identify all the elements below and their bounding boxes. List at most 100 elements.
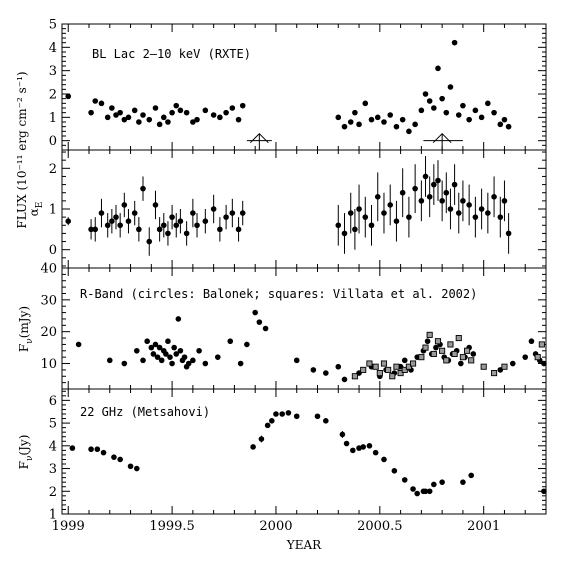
data-point <box>262 325 269 332</box>
data-point <box>152 105 159 111</box>
data-point-square <box>401 366 408 373</box>
data-point <box>156 121 163 128</box>
data-point <box>202 107 209 114</box>
panel-frame-xray <box>61 23 547 151</box>
data-point <box>347 119 354 125</box>
data-point <box>104 222 111 229</box>
data-point <box>323 370 329 376</box>
data-point <box>414 490 421 497</box>
data-point <box>393 218 400 225</box>
data-point <box>229 105 236 111</box>
data-point-square <box>538 341 545 348</box>
data-point <box>387 202 394 208</box>
y-tick-label: 20 <box>40 325 57 340</box>
data-point <box>133 347 140 354</box>
data-point <box>447 206 454 212</box>
data-point <box>356 206 362 212</box>
x-tick-label: 2001 <box>467 519 500 534</box>
data-point <box>431 181 437 188</box>
data-point <box>431 105 437 111</box>
data-point <box>169 109 175 116</box>
data-point <box>210 112 217 118</box>
data-point <box>131 210 138 216</box>
data-point <box>368 222 375 229</box>
y-tick-label: 4 <box>49 439 57 454</box>
data-point <box>156 226 163 233</box>
data-point <box>352 226 358 233</box>
data-point <box>94 446 101 453</box>
data-point <box>350 447 356 454</box>
data-point <box>133 465 140 472</box>
data-point <box>239 102 246 109</box>
data-point <box>439 479 445 485</box>
data-point <box>194 222 200 229</box>
data-point <box>426 193 433 200</box>
data-point <box>279 411 285 417</box>
data-point <box>412 185 418 192</box>
data-point <box>121 202 128 208</box>
y-tick-label: 4 <box>49 41 57 56</box>
data-point <box>175 316 182 322</box>
data-marks <box>65 39 547 497</box>
data-point <box>410 486 416 492</box>
data-point <box>69 445 76 451</box>
data-point <box>341 230 348 237</box>
data-point <box>497 121 504 128</box>
data-point-square <box>459 354 466 361</box>
data-point <box>412 121 418 128</box>
alpha-subscript: E <box>35 202 45 209</box>
data-point <box>173 351 180 357</box>
data-point <box>406 214 412 220</box>
data-point <box>125 114 132 121</box>
data-point <box>148 344 155 351</box>
data-point <box>160 114 167 121</box>
data-point <box>125 218 132 225</box>
data-point <box>343 440 350 447</box>
data-point <box>98 100 105 107</box>
data-point <box>202 360 209 367</box>
y-axis-title-radio: Fν(Jy) <box>17 435 35 470</box>
data-point-square <box>405 363 412 370</box>
data-point <box>422 173 429 180</box>
data-point <box>381 456 387 463</box>
y-tick-label: 0 <box>49 243 57 258</box>
data-point <box>210 206 217 212</box>
data-point <box>439 198 445 204</box>
y-tick-label: 0 <box>49 134 57 149</box>
data-point <box>433 344 439 351</box>
data-point <box>451 181 458 188</box>
data-point <box>285 410 292 416</box>
data-point <box>418 198 425 204</box>
data-point <box>165 338 171 345</box>
data-point <box>491 109 497 116</box>
data-point <box>154 354 161 360</box>
data-point <box>217 114 223 121</box>
data-point-square <box>443 357 450 364</box>
y-tick-label: 1 <box>49 111 57 126</box>
data-point-square <box>372 363 379 370</box>
data-point <box>239 210 246 216</box>
data-point <box>426 98 433 104</box>
rband-ylabel-unit: (mJy) <box>17 306 31 338</box>
data-point <box>75 341 82 348</box>
panel-frame-radio <box>61 388 547 515</box>
data-point <box>131 107 138 114</box>
radio-ylabel-unit: (Jy) <box>17 435 31 456</box>
y-tick-label: 3 <box>49 462 57 477</box>
data-point <box>177 107 184 114</box>
data-point-square <box>393 363 400 370</box>
x-tick-label: 2000 <box>259 519 292 534</box>
data-point <box>258 436 265 442</box>
upper-limit-arrowhead <box>432 132 452 144</box>
y-axis-title-alpha: αE <box>27 202 45 217</box>
data-point <box>152 341 159 348</box>
data-point <box>347 210 354 216</box>
data-point <box>152 202 159 208</box>
data-point <box>362 100 369 107</box>
data-point <box>111 454 117 460</box>
data-point <box>505 230 512 237</box>
data-point <box>171 344 177 351</box>
data-point <box>422 488 429 495</box>
data-point <box>541 488 547 495</box>
data-point <box>109 218 115 225</box>
